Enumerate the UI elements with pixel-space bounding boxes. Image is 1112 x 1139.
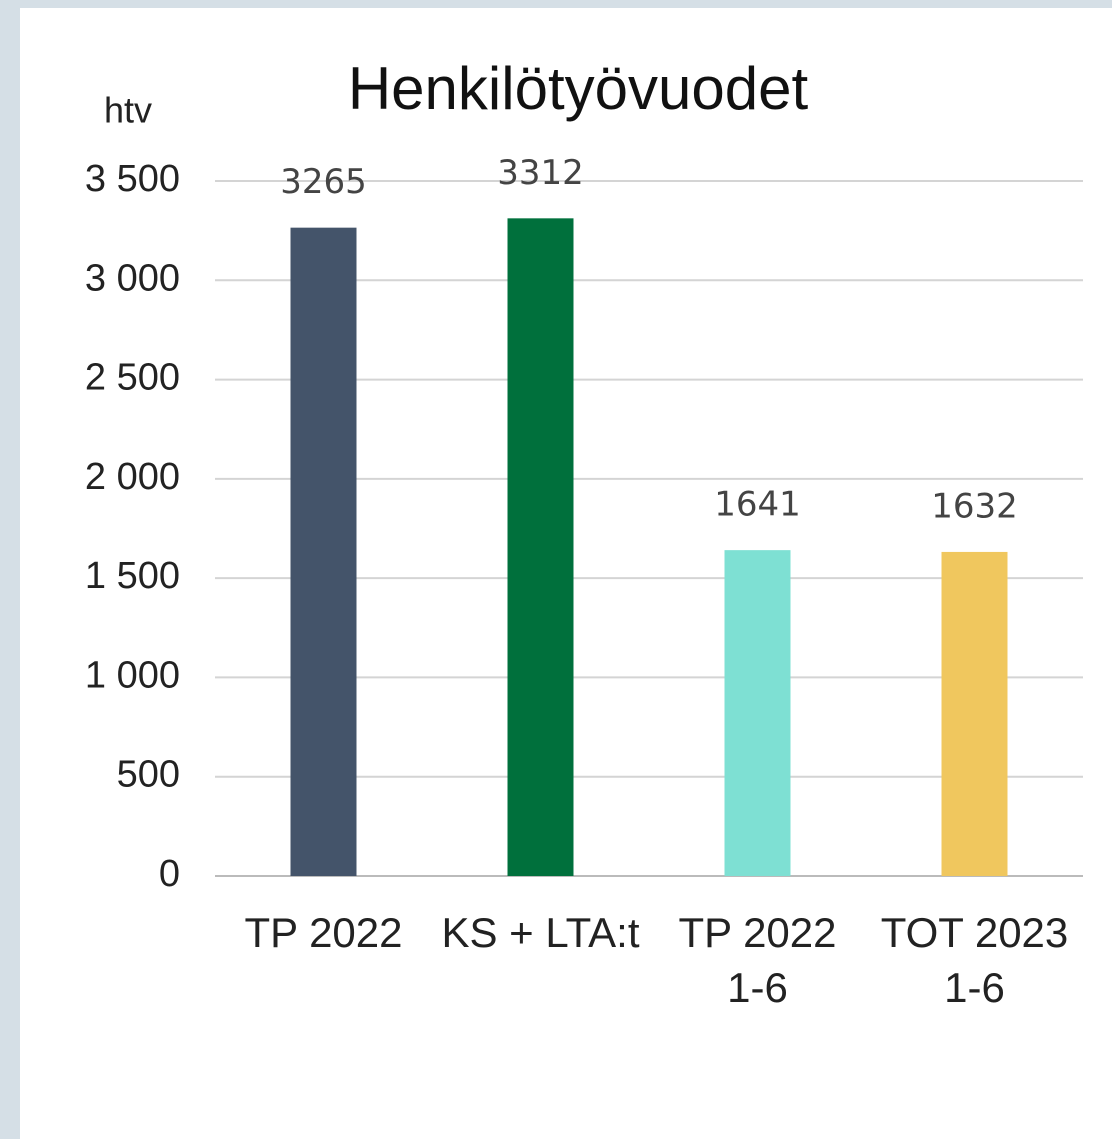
bar xyxy=(290,227,357,876)
y-tick-label: 0 xyxy=(159,853,180,895)
y-tick-label: 2 500 xyxy=(85,357,180,399)
bar xyxy=(724,550,791,876)
data-label: 1641 xyxy=(714,485,801,525)
data-label: 3265 xyxy=(280,162,367,202)
y-tick-label: 3 000 xyxy=(85,257,180,299)
y-tick-label: 1 500 xyxy=(85,555,180,597)
data-label: 3312 xyxy=(497,153,584,193)
x-tick-label: TP 2022 xyxy=(244,909,403,956)
bar xyxy=(941,551,1008,876)
x-tick-label: TOT 2023 1-6 xyxy=(880,909,1069,1011)
y-tick-label: 3 500 xyxy=(85,158,180,200)
y-axis-label: htv xyxy=(104,90,152,131)
bar xyxy=(507,218,574,876)
x-tick-label: KS + LTA:t xyxy=(441,909,640,956)
y-tick-label: 2 000 xyxy=(85,456,180,498)
chart-title: Henkilötyövuodet xyxy=(348,55,809,122)
y-tick-label: 1 000 xyxy=(85,654,180,696)
data-label: 1632 xyxy=(931,486,1018,526)
x-tick-label: TP 2022 1-6 xyxy=(678,909,837,1011)
y-tick-label: 500 xyxy=(117,754,180,796)
